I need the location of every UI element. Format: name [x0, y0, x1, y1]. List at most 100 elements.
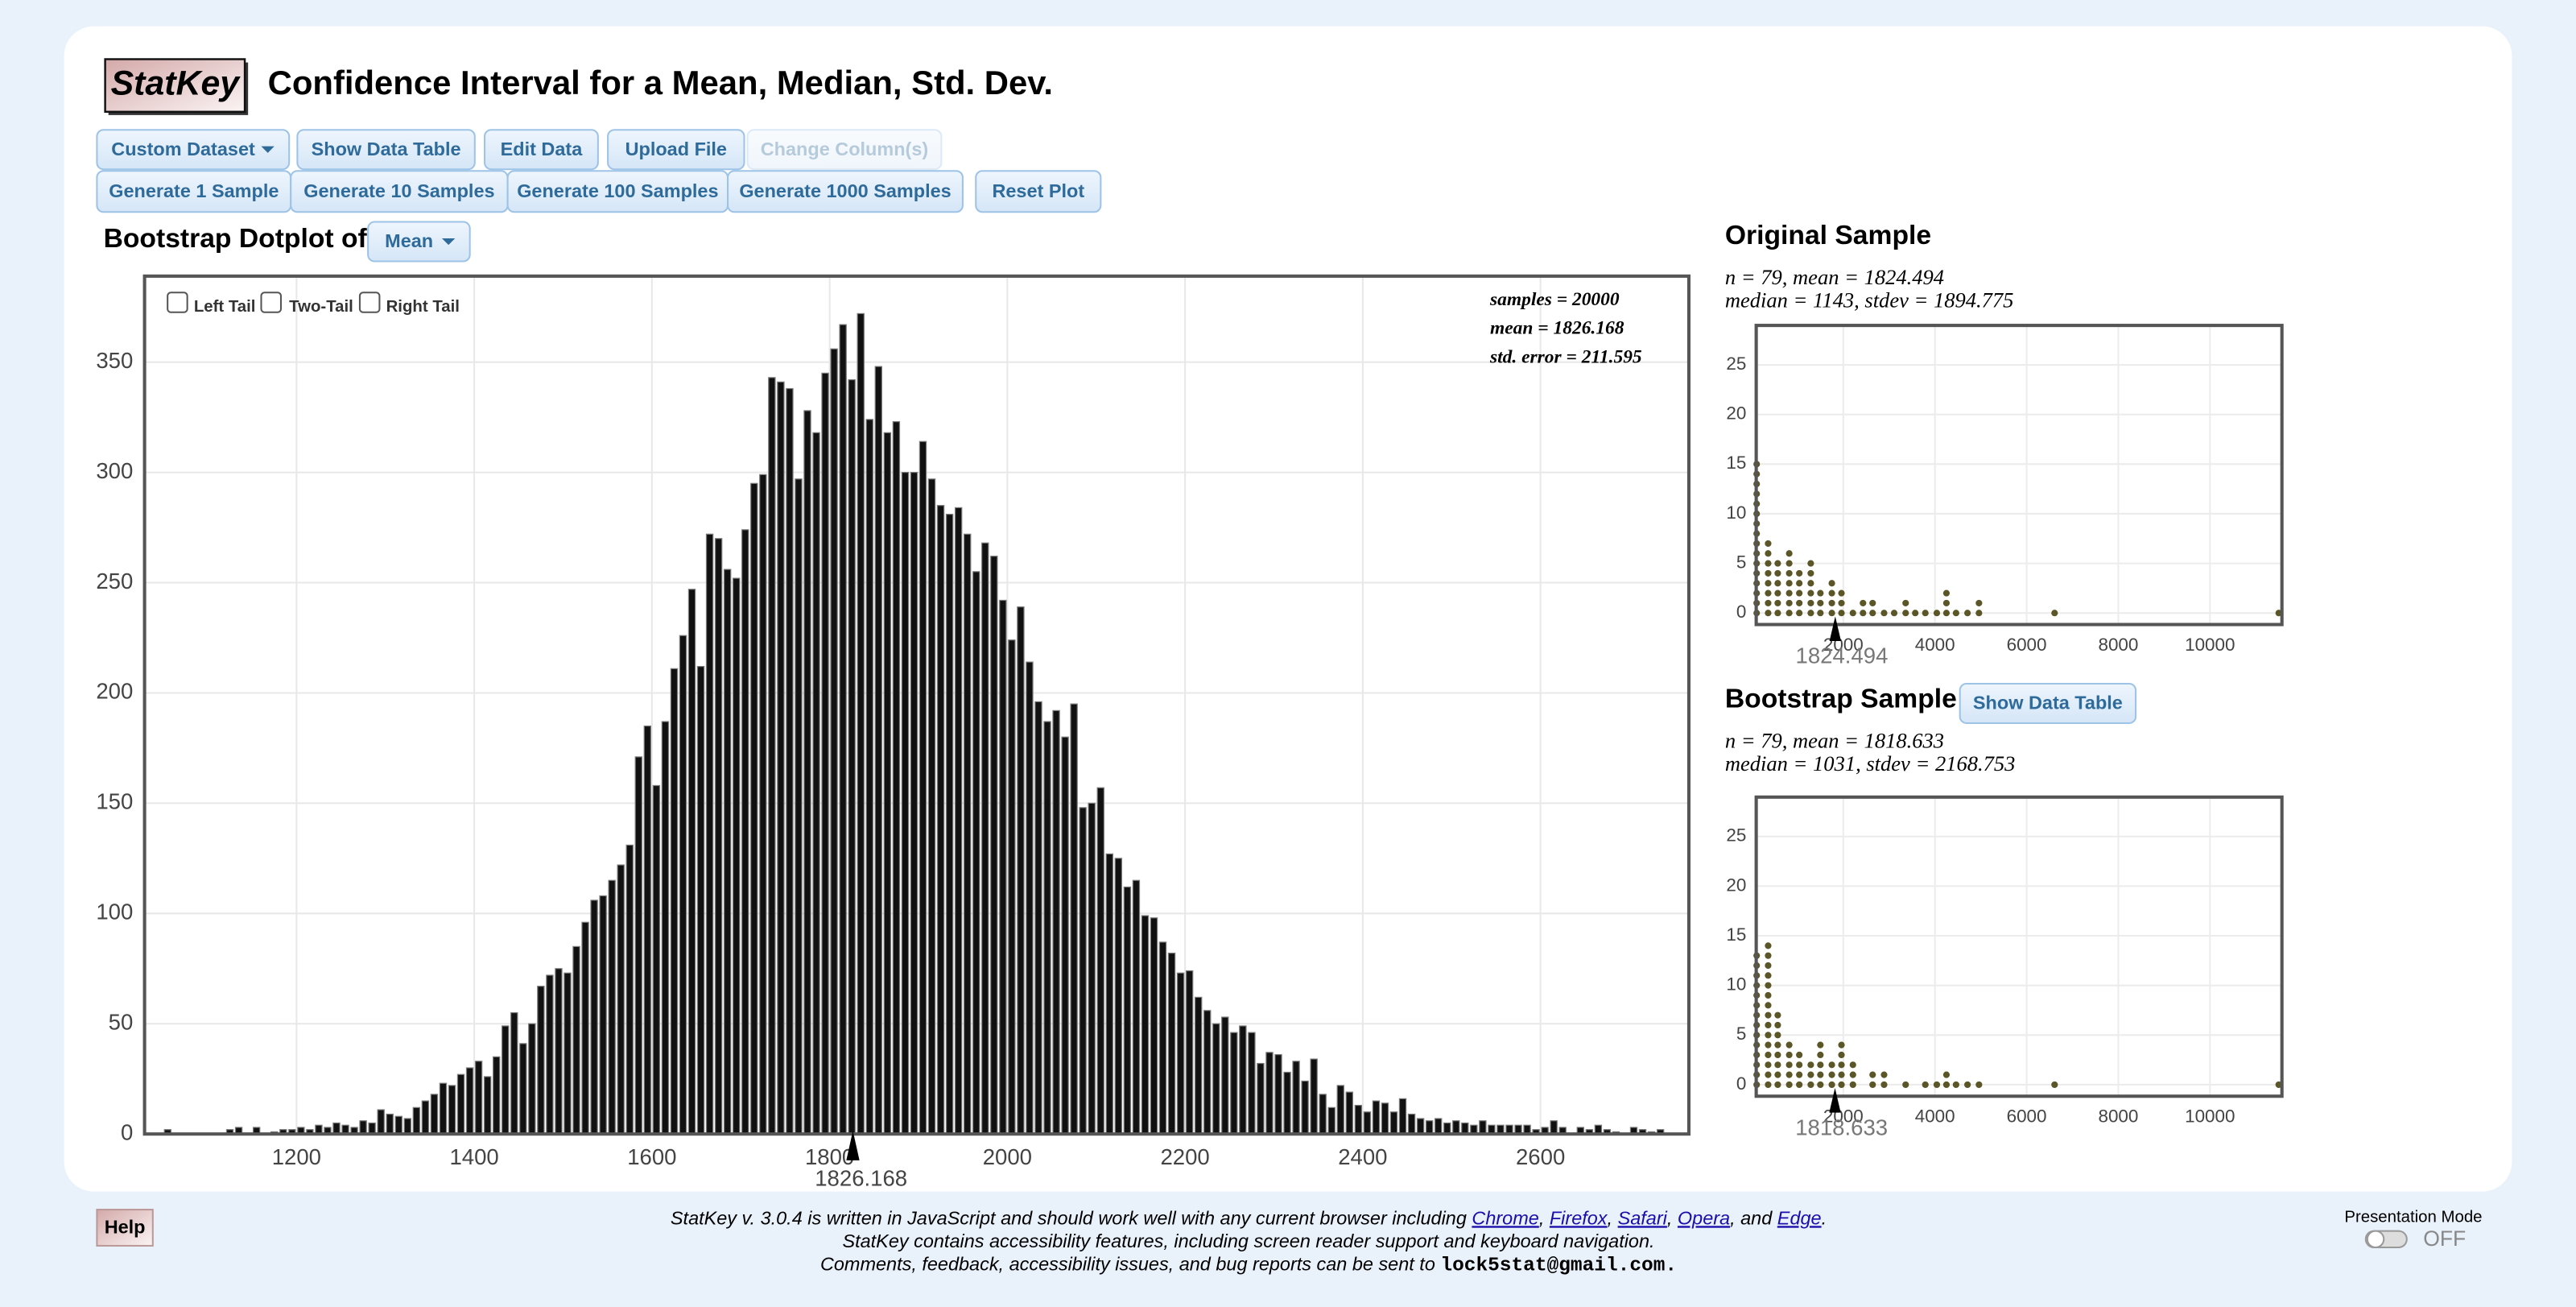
bar: [759, 474, 767, 1135]
bar: [1389, 1111, 1398, 1135]
dot: [1860, 599, 1867, 606]
bar: [795, 478, 803, 1135]
y-tick-label: 250: [96, 569, 133, 594]
button[interactable]: Generate 1 Sample: [96, 170, 292, 213]
button-face: [96, 129, 291, 171]
button[interactable]: Generate 1000 Samples: [727, 170, 964, 213]
bar: [1008, 639, 1016, 1135]
bar: [1230, 1032, 1238, 1135]
bar: [733, 577, 741, 1135]
summary-stat: n = 79, mean = 1818.633: [1725, 729, 1944, 753]
dot: [1765, 1021, 1772, 1029]
button[interactable]: Generate 100 Samples: [506, 170, 729, 213]
dot: [1817, 599, 1824, 606]
footer-line: Comments, feedback, accessibility issues…: [820, 1254, 1677, 1277]
dot: [1774, 599, 1781, 606]
bar: [564, 972, 572, 1135]
footer-link[interactable]: Opera: [1678, 1208, 1730, 1229]
dot: [1807, 580, 1814, 587]
dot: [1838, 599, 1845, 606]
checkbox[interactable]: [358, 292, 381, 313]
dot: [1933, 610, 1941, 617]
x-tick-label: 4000: [1915, 635, 1955, 655]
dot: [1785, 560, 1793, 567]
button[interactable]: Mean: [367, 221, 471, 263]
bar: [1194, 996, 1203, 1135]
bar: [919, 440, 927, 1135]
panel-title: Original Sample: [1725, 221, 1931, 250]
dot: [1975, 599, 1983, 606]
dot: [1785, 589, 1793, 597]
dot: [1942, 1071, 1951, 1078]
bar: [768, 377, 776, 1135]
dot: [1796, 589, 1803, 597]
button[interactable]: Show Data Table: [1959, 682, 2137, 724]
logo[interactable]: [104, 58, 246, 114]
bar: [696, 665, 705, 1135]
button-label: Custom Dataset: [111, 139, 255, 159]
bar: [857, 312, 865, 1135]
summary-stat: mean = 1826.168: [1490, 318, 1624, 339]
checkbox[interactable]: [167, 292, 188, 313]
bar: [1061, 736, 1069, 1135]
button[interactable]: Reset Plot: [975, 170, 1102, 213]
bar: [1052, 709, 1060, 1135]
button-face: [607, 129, 745, 171]
checkbox-label: Right Tail: [386, 298, 460, 316]
plot-frame: [142, 274, 1690, 1136]
bar: [1034, 701, 1042, 1135]
dot: [1838, 1051, 1845, 1059]
dot: [1817, 1041, 1824, 1048]
button-label: Generate 10 Samples: [303, 180, 494, 201]
bar: [421, 1100, 430, 1135]
button[interactable]: Custom Dataset: [96, 129, 291, 171]
bar: [1398, 1098, 1407, 1135]
footer-link[interactable]: Safari: [1618, 1208, 1668, 1229]
bar: [456, 1073, 465, 1135]
button[interactable]: Upload File: [607, 129, 745, 171]
button[interactable]: Show Data Table: [296, 129, 476, 171]
button-face: [975, 170, 1102, 213]
help-button[interactable]: [96, 1209, 154, 1247]
footer-link[interactable]: Firefox: [1550, 1208, 1608, 1229]
y-tick-label: 5: [1736, 1024, 1746, 1044]
dot: [1828, 580, 1835, 587]
dot: [1796, 1071, 1803, 1078]
dot: [1765, 1071, 1772, 1078]
dot: [1817, 1051, 1824, 1059]
dropdown-arrow: [441, 238, 456, 246]
bar: [821, 372, 829, 1135]
dot: [1807, 610, 1814, 617]
dot: [1774, 610, 1781, 617]
footer-link[interactable]: Edge: [1777, 1208, 1822, 1229]
summary-stat: samples = 20000: [1489, 289, 1620, 310]
dot: [1765, 1011, 1772, 1019]
dot: [1765, 560, 1772, 567]
bar: [1319, 1094, 1327, 1135]
button[interactable]: Edit Data: [484, 129, 599, 171]
dot: [1869, 599, 1876, 606]
help-label: Help: [105, 1217, 146, 1238]
dot: [1774, 560, 1781, 567]
dot: [1922, 610, 1929, 617]
checkbox[interactable]: [260, 292, 282, 313]
dot: [1796, 1061, 1803, 1069]
x-tick-label: 1400: [449, 1144, 498, 1169]
dot: [1869, 1081, 1876, 1089]
toggle-knob: [2366, 1230, 2385, 1249]
bar: [590, 900, 598, 1135]
dot: [1785, 1041, 1793, 1048]
bar: [1257, 1062, 1265, 1135]
dot: [1785, 580, 1793, 587]
bar: [1088, 802, 1096, 1135]
dot: [1964, 610, 1971, 617]
bar: [1443, 1122, 1451, 1135]
button[interactable]: Generate 10 Samples: [290, 170, 509, 213]
bar: [714, 538, 723, 1135]
dot: [1817, 1071, 1824, 1078]
checkbox-label: Left Tail: [194, 298, 256, 316]
bar: [403, 1118, 412, 1135]
dot: [1774, 580, 1781, 587]
footer-link[interactable]: Chrome: [1472, 1208, 1538, 1229]
dot: [1975, 1081, 1983, 1089]
